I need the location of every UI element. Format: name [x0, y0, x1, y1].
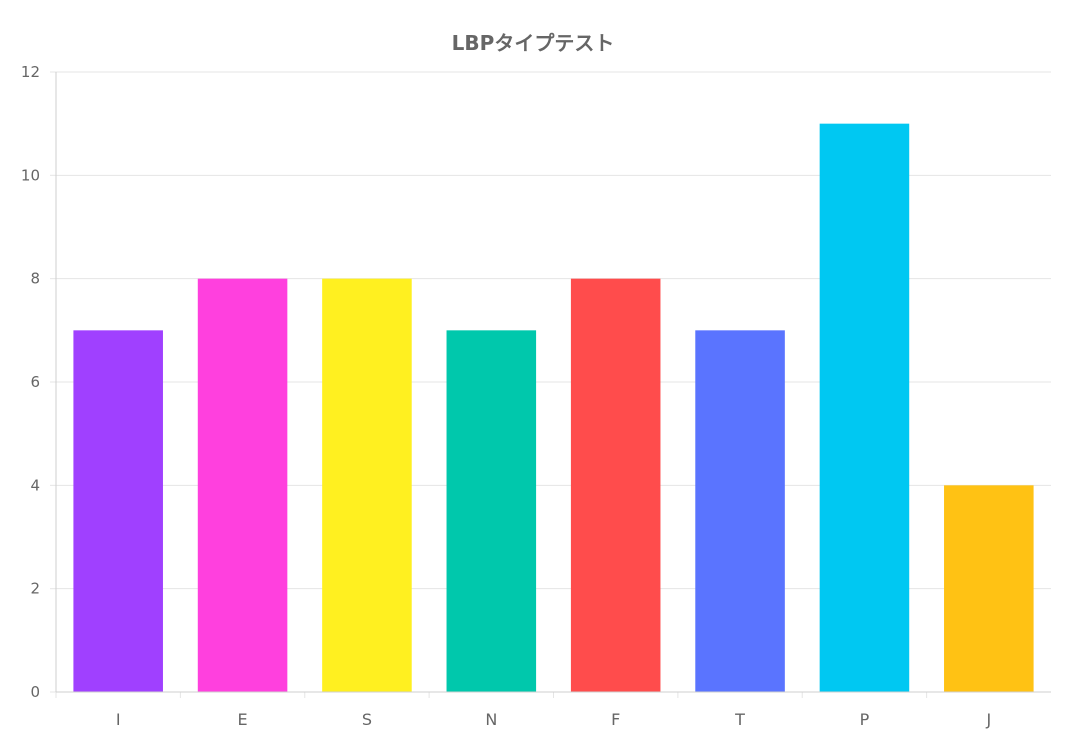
x-tick-label: J	[985, 710, 991, 729]
bar-e	[197, 278, 288, 692]
x-tick-label: N	[485, 710, 497, 729]
y-tick-label: 0	[30, 683, 40, 701]
y-tick-label: 4	[30, 476, 40, 494]
bar-j	[944, 485, 1034, 692]
x-tick-label: T	[734, 710, 745, 729]
y-tick-label: 10	[21, 166, 40, 184]
x-tick-label: P	[860, 710, 870, 729]
x-tick-label: E	[238, 710, 248, 729]
bar-p	[819, 123, 910, 692]
y-tick-label: 2	[30, 580, 40, 598]
y-axis-ticks: 0 2 4 6 8 10 12	[21, 63, 56, 701]
bar-t	[695, 330, 785, 692]
bar-f	[570, 278, 661, 692]
y-tick-label: 6	[30, 373, 40, 391]
x-tick-label: F	[611, 710, 620, 729]
y-tick-label: 12	[21, 63, 40, 81]
chart-title: LBPタイプテスト	[452, 31, 615, 55]
bar-n	[446, 330, 537, 692]
x-tick-label: S	[362, 710, 372, 729]
bar-i	[73, 330, 163, 692]
bars	[73, 123, 1034, 692]
bar-s	[322, 278, 412, 692]
y-tick-label: 8	[30, 270, 40, 288]
x-tick-label: I	[116, 710, 121, 729]
